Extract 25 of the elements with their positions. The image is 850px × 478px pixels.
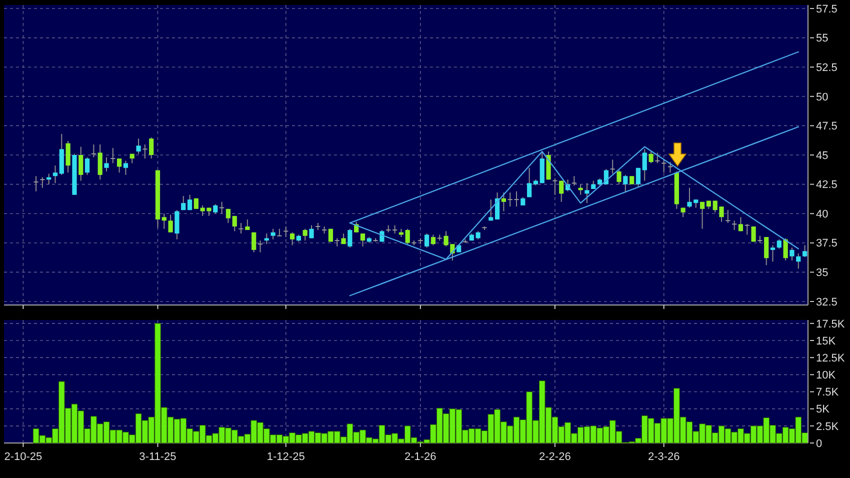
y-tick-label: 55	[816, 32, 828, 45]
y-tick-label: 45	[816, 150, 828, 162]
y-tick-label: 10K	[816, 370, 836, 382]
y-tick-label: 7.5K	[816, 386, 840, 399]
x-tick-label: 2-2-26	[539, 451, 571, 463]
y-tick-label: 50	[816, 91, 828, 104]
y-tick-label: 40	[816, 208, 828, 220]
y-tick-label: 57.5	[816, 3, 838, 16]
y-tick-label: 47.5	[816, 120, 838, 133]
y-tick-label: 52.5	[816, 62, 838, 74]
y-tick-label: 2.5K	[816, 420, 840, 433]
y-tick-label: 32.5	[816, 296, 838, 308]
y-tick-label: 37.5	[816, 238, 838, 250]
y-tick-label: 15K	[816, 335, 836, 348]
y-tick-label: 17.5K	[816, 318, 846, 330]
x-tick-label: 1-12-25	[266, 451, 305, 463]
y-tick-label: 42.5	[816, 179, 838, 192]
x-tick-label: 2-1-26	[404, 451, 436, 463]
x-tick-label: 2-3-26	[648, 451, 680, 463]
y-tick-label: 5K	[816, 404, 830, 416]
y-tick-label: 12.5K	[816, 352, 846, 364]
y-tick-label: 0	[816, 438, 822, 450]
x-tick-label: 2-10-25	[4, 451, 42, 463]
y-tick-label: 35	[816, 267, 828, 280]
x-tick-label: 3-11-25	[139, 451, 176, 463]
